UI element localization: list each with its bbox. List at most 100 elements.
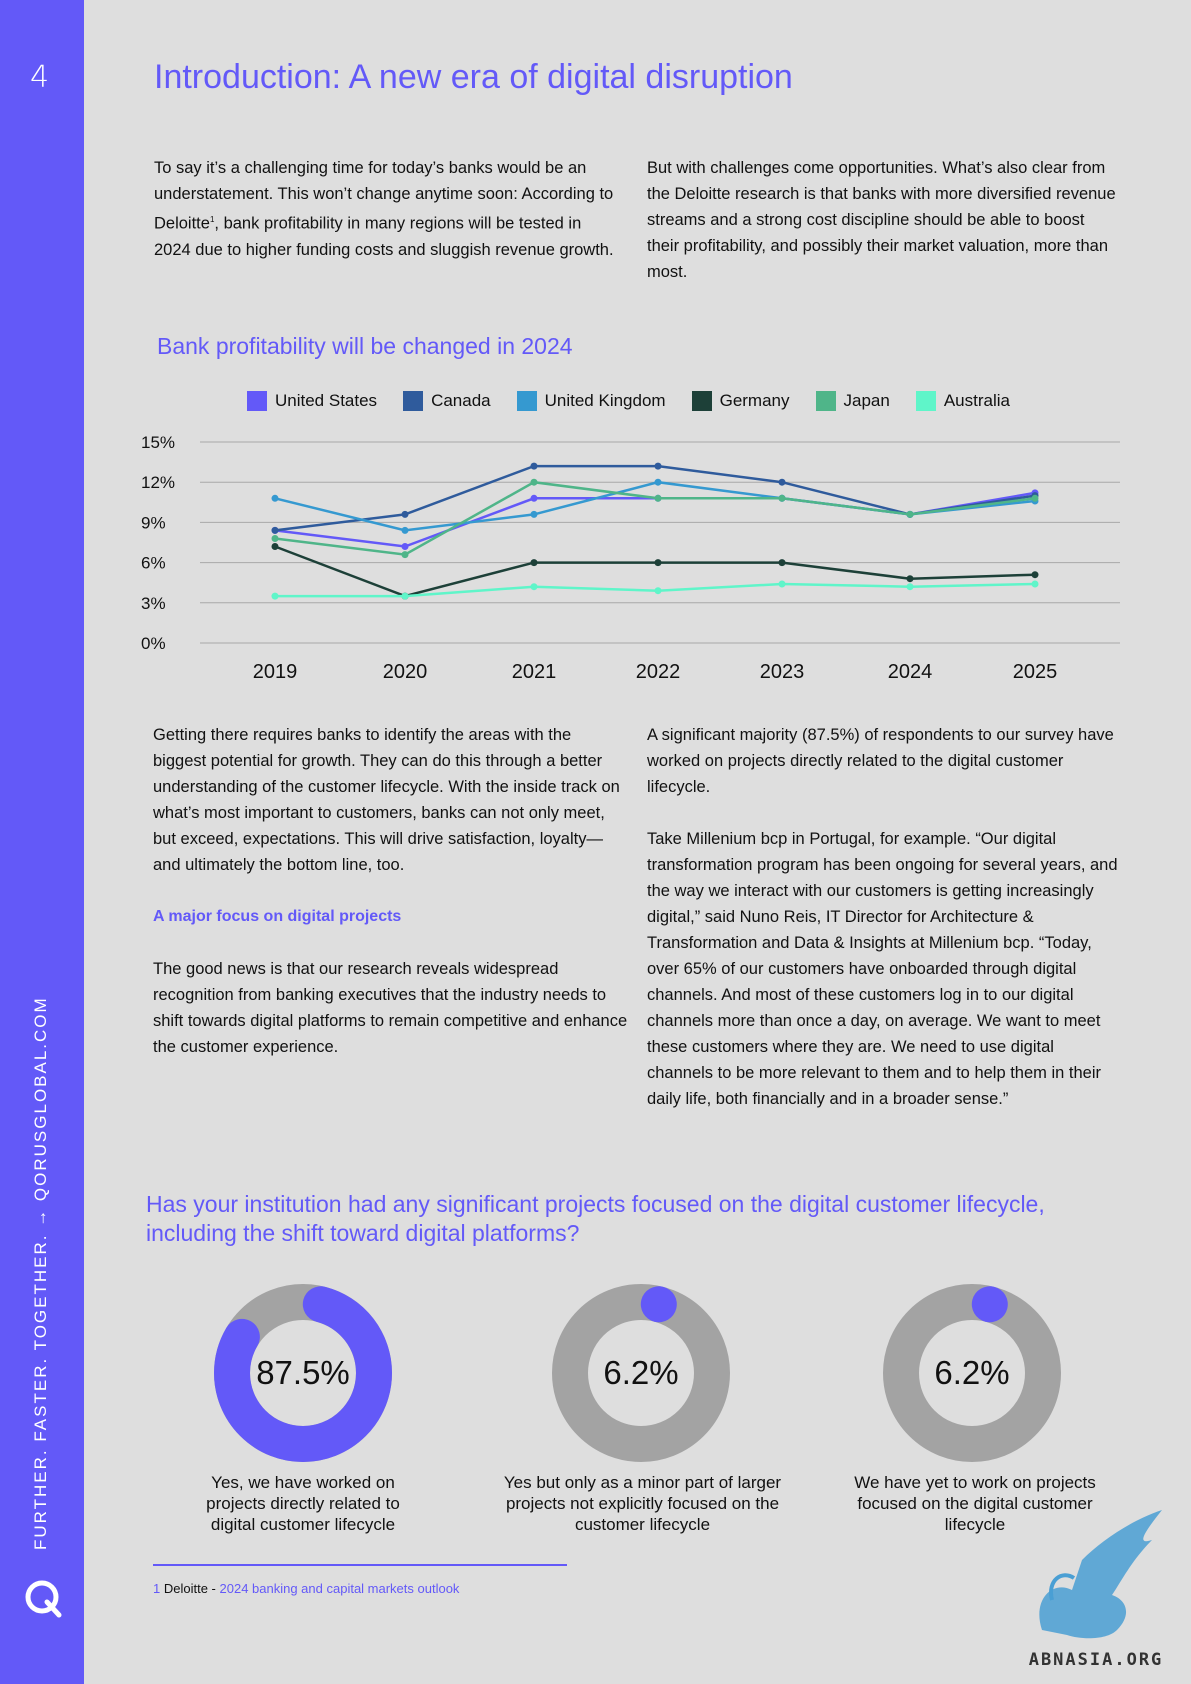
legend-swatch xyxy=(516,391,537,411)
data-point xyxy=(271,535,279,542)
data-point xyxy=(530,462,538,470)
sidebar: 4 FURTHER. FASTER. TOGETHER. → QORUSGLOB… xyxy=(0,0,84,1684)
legend-label: Japan xyxy=(843,391,890,410)
body-right-paragraph-2: Take Millenium bcp in Portugal, for exam… xyxy=(647,830,1118,1108)
footnote: 1 Deloitte - 2024 banking and capital ma… xyxy=(153,1581,460,1596)
footnote-org: Deloitte xyxy=(163,1581,208,1596)
data-point xyxy=(530,478,538,486)
legend-label: United Kingdom xyxy=(544,391,666,410)
body-right-paragraph-1: A significant majority (87.5%) of respon… xyxy=(647,726,1114,796)
data-point xyxy=(654,494,662,502)
donut-ring xyxy=(552,1284,730,1462)
data-point xyxy=(1031,494,1039,502)
data-point xyxy=(530,559,538,567)
legend-swatch xyxy=(915,391,936,411)
footnote-source-link[interactable]: 2024 banking and capital markets outlook xyxy=(219,1581,460,1596)
data-point xyxy=(271,494,279,502)
legend-item: United States xyxy=(247,391,377,411)
qorus-logo-icon xyxy=(25,1580,62,1618)
y-tick-label: 6% xyxy=(141,554,166,573)
line-chart: 0% 3% 6% 9% 12% 15% 2019 2020 2021 2022 2023 2024 20… xyxy=(141,433,1120,683)
data-point xyxy=(401,551,409,559)
donut-fill xyxy=(883,1284,1061,1462)
body-left-paragraph-1: Getting there requires banks to identify… xyxy=(153,726,620,874)
series-line xyxy=(274,480,1036,532)
donut-caption: Yes but only as a minor part of larger p… xyxy=(503,1473,782,1534)
data-point xyxy=(1031,571,1039,579)
body-left-column: Getting there requires banks to identify… xyxy=(153,722,628,1086)
chart-legend: United States Canada United Kingdom Germany… xyxy=(247,391,1010,411)
legend-label: United States xyxy=(275,391,378,410)
x-tick-label: 2022 xyxy=(636,661,681,683)
data-point xyxy=(271,543,279,550)
data-point xyxy=(654,587,662,595)
legend-item: Australia xyxy=(915,391,1010,411)
donut-chart-yes-direct: 87.5% xyxy=(213,1283,393,1463)
legend-label: Australia xyxy=(943,391,1010,410)
data-point xyxy=(530,510,538,518)
svg-text:ABNASIA.ORG: ABNASIA.ORG xyxy=(1029,1650,1164,1670)
data-point xyxy=(906,510,914,518)
legend-swatch xyxy=(815,391,836,411)
y-tick-label: 0% xyxy=(141,634,166,653)
x-tick-label: 2025 xyxy=(1013,661,1058,683)
data-point xyxy=(778,478,786,486)
donut-value: 6.2% xyxy=(603,1354,679,1391)
intro-right-text: But with challenges come opportunities. … xyxy=(647,159,1116,281)
footnote-ref[interactable]: 1 xyxy=(209,215,215,224)
data-point xyxy=(778,494,786,502)
donut-value: 6.2% xyxy=(934,1354,1010,1391)
data-point xyxy=(530,494,538,502)
sidebar-tagline[interactable]: FURTHER. FASTER. TOGETHER. → QORUSGLOBAL… xyxy=(31,996,50,1550)
series-line xyxy=(274,491,1036,548)
data-point xyxy=(1031,580,1039,588)
donut-caption: We have yet to work on projects focused … xyxy=(854,1473,1096,1534)
survey-question: Has your institution had any significant… xyxy=(146,1191,1045,1246)
x-tick-label: 2021 xyxy=(512,661,557,683)
x-tick-label: 2020 xyxy=(383,661,428,683)
y-tick-label: 15% xyxy=(141,433,175,452)
y-tick-label: 9% xyxy=(141,513,166,532)
legend-swatch xyxy=(691,391,712,411)
legend-item: Canada xyxy=(403,391,491,411)
x-tick-label: 2023 xyxy=(760,661,805,683)
legend-swatch xyxy=(403,391,424,411)
legend-item: Germany xyxy=(691,391,790,411)
legend-swatch xyxy=(247,391,267,411)
data-point xyxy=(778,580,786,588)
data-point xyxy=(906,575,914,583)
donut-fill xyxy=(214,1284,392,1462)
y-tick-label: 3% xyxy=(141,594,166,613)
legend-item: United Kingdom xyxy=(516,391,666,411)
donut-value: 87.5% xyxy=(256,1354,350,1391)
x-tick-label: 2024 xyxy=(888,661,933,683)
donut-ring xyxy=(214,1284,392,1462)
watermark-griffin-icon: ABNASIA.ORG xyxy=(1029,1510,1164,1670)
chart-title: Bank profitability will be changed in 20… xyxy=(157,333,573,359)
legend-label: Germany xyxy=(719,391,790,410)
data-point xyxy=(271,526,279,534)
x-tick-label: 2019 xyxy=(253,661,298,683)
data-point xyxy=(401,526,409,534)
donut-caption: Yes, we have worked on projects directly… xyxy=(206,1473,400,1534)
footnote-number: 1 xyxy=(153,1581,161,1596)
data-point xyxy=(654,559,662,567)
body-left-paragraph-2: The good news is that our research revea… xyxy=(153,960,628,1056)
data-point xyxy=(654,478,662,486)
footnote-divider xyxy=(153,1564,567,1566)
section-subheading: A major focus on digital projects xyxy=(153,908,402,925)
y-tick-label: 12% xyxy=(141,473,175,492)
data-point xyxy=(401,543,409,550)
donut-chart-not-yet: 6.2% xyxy=(882,1283,1062,1463)
data-point xyxy=(530,583,538,591)
page-number: 4 xyxy=(30,60,50,95)
body-right-column: A significant majority (87.5%) of respon… xyxy=(647,722,1120,1138)
donut-ring xyxy=(883,1284,1061,1462)
legend-item: Japan xyxy=(815,391,890,411)
data-point xyxy=(906,583,914,591)
data-point xyxy=(778,559,786,567)
data-point xyxy=(271,592,279,600)
data-point xyxy=(654,462,662,470)
donut-chart-yes-minor: 6.2% xyxy=(551,1283,731,1463)
data-point xyxy=(401,510,409,518)
